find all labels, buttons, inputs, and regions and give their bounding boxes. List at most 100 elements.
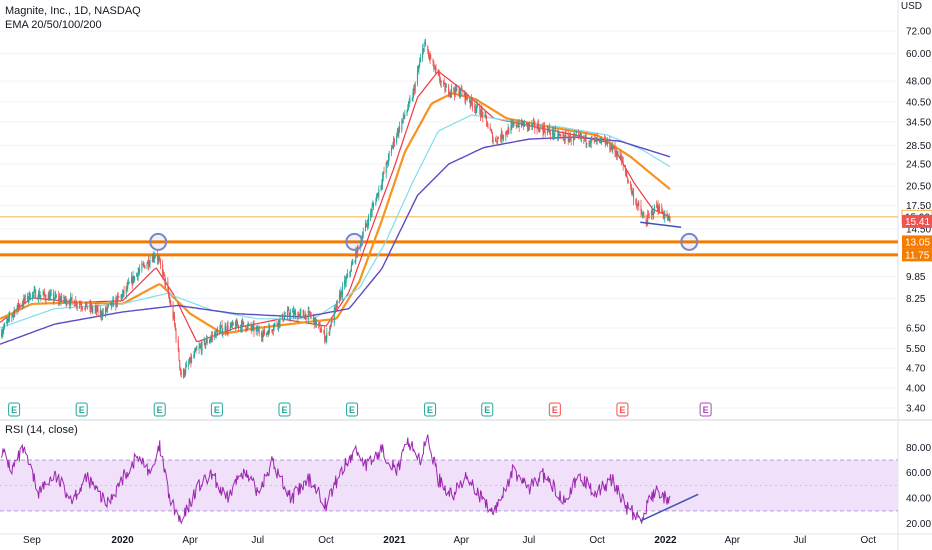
candle-body[interactable] bbox=[115, 298, 117, 307]
candle-body[interactable] bbox=[194, 349, 196, 352]
candle-body[interactable] bbox=[458, 88, 460, 96]
candle-body[interactable] bbox=[486, 116, 488, 122]
candle-body[interactable] bbox=[195, 349, 197, 351]
candle-body[interactable] bbox=[507, 127, 509, 134]
candle-body[interactable] bbox=[335, 305, 337, 308]
candle-body[interactable] bbox=[163, 272, 165, 276]
candle-body[interactable] bbox=[375, 201, 377, 205]
candle-body[interactable] bbox=[495, 138, 497, 142]
candle-body[interactable] bbox=[456, 88, 458, 91]
candle-body[interactable] bbox=[631, 191, 633, 193]
earnings-marker[interactable]: E bbox=[424, 402, 437, 417]
candle-body[interactable] bbox=[74, 305, 76, 307]
candle-body[interactable] bbox=[434, 67, 436, 70]
candle-body[interactable] bbox=[538, 124, 540, 130]
candle-body[interactable] bbox=[65, 297, 67, 305]
candle-body[interactable] bbox=[159, 259, 161, 265]
candle-body[interactable] bbox=[610, 146, 612, 150]
candle-body[interactable] bbox=[28, 292, 30, 299]
candle-body[interactable] bbox=[604, 139, 606, 145]
candle-body[interactable] bbox=[366, 224, 368, 226]
candle-body[interactable] bbox=[622, 161, 624, 166]
candle-body[interactable] bbox=[534, 122, 536, 129]
candle-body[interactable] bbox=[614, 145, 616, 152]
candle-body[interactable] bbox=[331, 319, 333, 323]
candle-body[interactable] bbox=[248, 323, 250, 325]
candle-body[interactable] bbox=[107, 304, 109, 306]
candle-body[interactable] bbox=[378, 189, 380, 196]
candle-body[interactable] bbox=[412, 92, 414, 100]
candle-body[interactable] bbox=[347, 273, 349, 277]
candle-body[interactable] bbox=[17, 303, 19, 308]
candle-body[interactable] bbox=[159, 259, 161, 260]
candle-body[interactable] bbox=[144, 265, 146, 269]
candle-body[interactable] bbox=[508, 127, 510, 134]
candle-body[interactable] bbox=[273, 324, 275, 329]
candle-body[interactable] bbox=[546, 129, 548, 134]
candle-body[interactable] bbox=[81, 306, 83, 308]
candle-body[interactable] bbox=[460, 88, 462, 91]
candle-body[interactable] bbox=[526, 122, 528, 123]
candle-body[interactable] bbox=[263, 329, 265, 336]
candle-body[interactable] bbox=[482, 112, 484, 117]
candle-body[interactable] bbox=[668, 217, 670, 218]
candle-body[interactable] bbox=[35, 290, 37, 299]
candle-body[interactable] bbox=[443, 82, 445, 84]
candle-body[interactable] bbox=[653, 205, 655, 214]
candle-body[interactable] bbox=[263, 329, 265, 333]
candle-body[interactable] bbox=[272, 328, 274, 331]
candle-body[interactable] bbox=[205, 339, 207, 344]
candle-body[interactable] bbox=[390, 147, 392, 154]
candle-body[interactable] bbox=[397, 130, 399, 134]
candle-body[interactable] bbox=[205, 343, 207, 346]
candle-body[interactable] bbox=[598, 139, 600, 140]
candle-body[interactable] bbox=[506, 131, 508, 134]
candle-body[interactable] bbox=[517, 125, 519, 127]
earnings-marker[interactable]: E bbox=[346, 402, 359, 417]
candle-body[interactable] bbox=[611, 146, 613, 150]
candle-body[interactable] bbox=[63, 295, 65, 301]
candle-body[interactable] bbox=[606, 141, 608, 144]
candle-body[interactable] bbox=[465, 93, 467, 101]
candle-body[interactable] bbox=[469, 101, 471, 104]
candle-body[interactable] bbox=[172, 304, 174, 318]
candle-body[interactable] bbox=[170, 304, 172, 305]
candle-body[interactable] bbox=[286, 309, 288, 316]
candle-body[interactable] bbox=[615, 151, 617, 153]
candle-body[interactable] bbox=[61, 295, 63, 300]
candle-body[interactable] bbox=[425, 42, 427, 47]
candle-body[interactable] bbox=[304, 314, 306, 319]
highlight-circle[interactable] bbox=[149, 232, 168, 251]
candle-body[interactable] bbox=[281, 314, 283, 319]
candle-body[interactable] bbox=[555, 129, 557, 131]
candle-body[interactable] bbox=[440, 81, 442, 83]
candle-body[interactable] bbox=[104, 307, 106, 314]
candle-body[interactable] bbox=[491, 132, 493, 142]
candle-body[interactable] bbox=[324, 338, 326, 340]
candle-body[interactable] bbox=[365, 223, 367, 225]
candle-body[interactable] bbox=[336, 299, 338, 308]
candle-body[interactable] bbox=[491, 131, 493, 133]
candle-body[interactable] bbox=[283, 316, 285, 320]
candle-body[interactable] bbox=[196, 349, 198, 351]
candle-body[interactable] bbox=[423, 42, 425, 52]
candle-body[interactable] bbox=[486, 121, 488, 127]
candle-body[interactable] bbox=[399, 126, 401, 131]
candle-body[interactable] bbox=[127, 283, 129, 289]
candle-body[interactable] bbox=[594, 137, 596, 139]
candle-body[interactable] bbox=[414, 83, 416, 92]
candle-body[interactable] bbox=[227, 325, 229, 331]
candle-body[interactable] bbox=[276, 322, 278, 325]
candle-body[interactable] bbox=[662, 212, 664, 214]
candle-body[interactable] bbox=[416, 71, 418, 84]
candle-body[interactable] bbox=[652, 210, 654, 216]
candle-body[interactable] bbox=[188, 363, 190, 365]
candle-body[interactable] bbox=[610, 149, 612, 151]
candle-body[interactable] bbox=[245, 325, 247, 330]
candle-body[interactable] bbox=[169, 299, 171, 305]
candle-body[interactable] bbox=[396, 130, 398, 137]
candle-body[interactable] bbox=[344, 280, 346, 284]
candle-body[interactable] bbox=[339, 293, 341, 299]
candle-body[interactable] bbox=[24, 295, 26, 301]
